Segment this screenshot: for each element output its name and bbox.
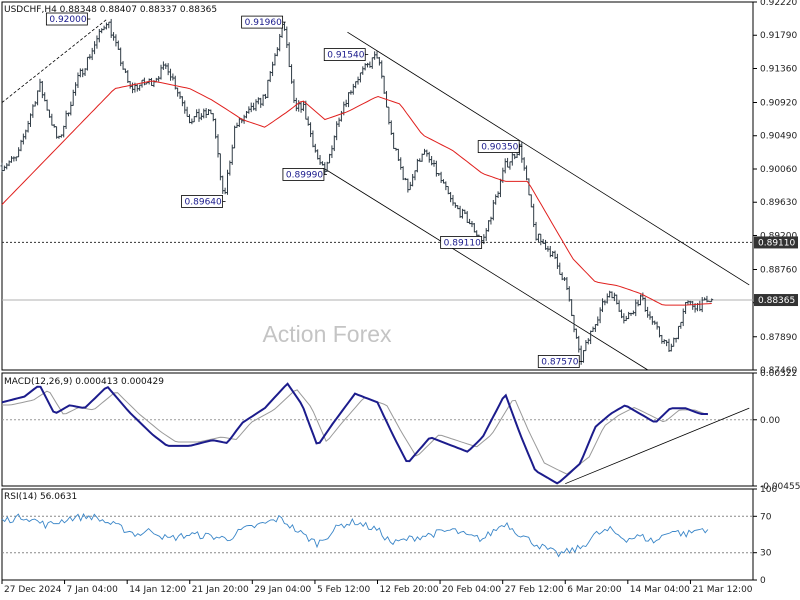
annotation-label: 0.92000	[49, 15, 86, 25]
price-tick-label: 0.90490	[760, 132, 797, 142]
price-annotations: 0.92000 0.91960 0.91540 0.89640 0.89990 0.903…	[45, 12, 583, 368]
time-tick-label: 6 Mar 20:00	[567, 585, 622, 595]
reference-lines	[2, 241, 753, 301]
price-bars	[0, 18, 714, 365]
time-tick-label: 21 Mar 12:00	[692, 585, 752, 595]
macd-tick-label: 0.00322	[760, 369, 797, 379]
time-tick-label: 12 Feb 20:00	[380, 585, 439, 595]
watermark: Action Forex	[262, 321, 392, 347]
time-tick-label: 7 Jan 04:00	[67, 585, 119, 595]
macd-tick-label: -0.004559	[760, 482, 800, 492]
moving-average-line	[1, 80, 712, 306]
channel-line	[347, 31, 750, 286]
current-price-tag	[754, 294, 798, 307]
price-tick-label: 0.87460	[760, 366, 797, 376]
annotation-label: 0.87570	[541, 357, 578, 367]
rsi-panel: 100 70 30 0	[1, 485, 777, 586]
macd-line	[1, 382, 708, 485]
price-axis: 0.92220 0.91790 0.91360 0.90920 0.90490 0.900…	[753, 0, 798, 376]
level-tag	[754, 236, 798, 249]
time-tick-label: 14 Jan 12:00	[129, 585, 186, 595]
rsi-tick-label: 0	[760, 576, 766, 586]
price-tick-label: 0.92220	[760, 0, 797, 8]
price-tick-label: 0.87890	[760, 333, 797, 343]
symbol-header: USDCHF,H4 0.88348 0.88407 0.88337 0.8836…	[4, 5, 217, 15]
time-tick-label: 27 Feb 12:00	[505, 585, 564, 595]
macd-signal-line	[2, 389, 709, 475]
panel-frame	[1, 372, 754, 487]
time-axis: 27 Dec 2024 7 Jan 04:00 14 Jan 12:00 21 Jan…	[1, 580, 753, 595]
price-tick-label: 0.90920	[760, 99, 797, 109]
rsi-line	[1, 512, 709, 558]
price-tick-label: 0.91360	[760, 64, 797, 74]
time-tick-label: 21 Jan 20:00	[192, 585, 249, 595]
price-tick-label: 0.88760	[760, 265, 797, 275]
annotation-label: 0.89110	[444, 238, 481, 248]
macd-trendline	[565, 407, 750, 485]
current-price-label: 0.88365	[758, 296, 795, 306]
level-label: 0.89110	[758, 238, 795, 248]
time-tick-label: 5 Feb 12:00	[317, 585, 371, 595]
time-tick-label: 14 Mar 04:00	[630, 585, 690, 595]
rsi-tick-label: 100	[760, 485, 777, 495]
macd-header: MACD(12,26,9) 0.000413 0.000429	[4, 377, 164, 387]
annotation-label: 0.90350	[481, 143, 518, 153]
time-tick-label: 29 Jan 04:00	[254, 585, 311, 595]
panel-frame	[1, 1, 754, 371]
trendlines	[1, 18, 750, 371]
annotation-label: 0.91540	[327, 51, 364, 61]
moving-average	[1, 80, 712, 306]
channel-line	[324, 168, 649, 371]
price-tick-label: 0.90060	[760, 165, 797, 175]
rsi-header: RSI(14) 56.0631	[4, 492, 77, 502]
price-tick-label: 0.91790	[760, 31, 797, 41]
macd-tick-label: 0.00	[760, 416, 780, 426]
time-tick-label: 20 Feb 04:00	[442, 585, 501, 595]
panel-frame	[1, 488, 754, 581]
annotation-label: 0.89990	[286, 170, 323, 180]
macd-panel: 0.00322 0.00 -0.004559	[1, 369, 800, 492]
time-tick-label: 27 Dec 2024	[4, 585, 62, 595]
channel-line	[1, 18, 108, 103]
price-tick-label: 0.89630	[760, 198, 797, 208]
rsi-tick-label: 30	[760, 549, 772, 559]
annotation-label: 0.89640	[185, 197, 222, 207]
rsi-tick-label: 70	[760, 512, 772, 522]
annotation-label: 0.91960	[245, 18, 282, 28]
